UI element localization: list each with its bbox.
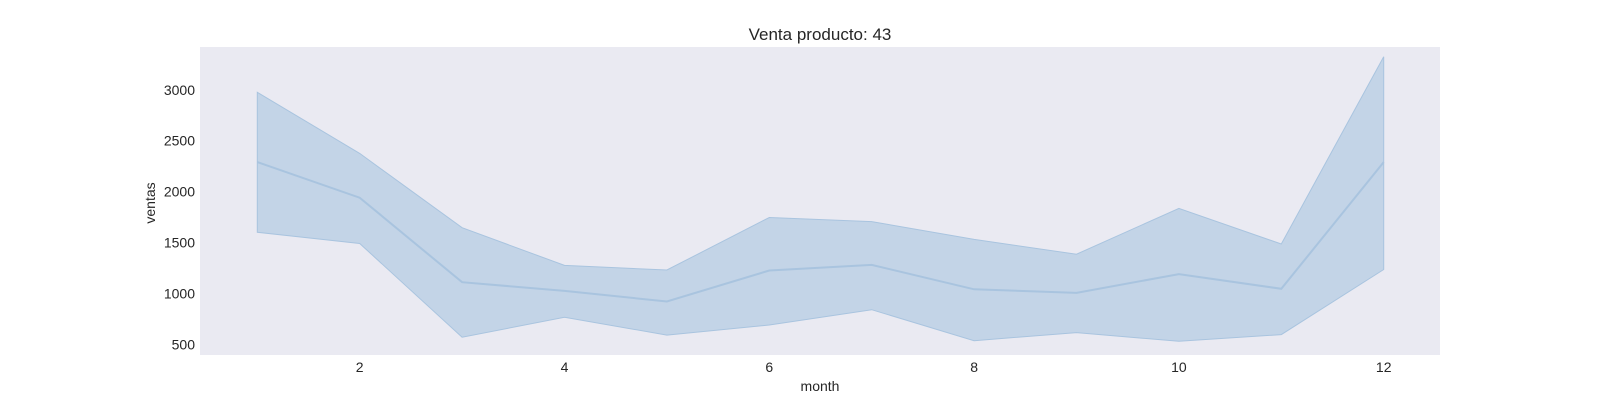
x-tick-label: 10 [1171,359,1187,375]
x-tick-label: 8 [970,359,978,375]
x-tick-label: 12 [1376,359,1392,375]
y-tick-label: 3000 [164,82,195,98]
chart-title: Venta producto: 43 [749,25,892,44]
y-axis-ticks: 500 1000 1500 2000 2500 3000 [164,82,196,352]
x-tick-label: 2 [356,359,364,375]
x-tick-label: 4 [561,359,569,375]
y-tick-label: 2000 [164,184,195,200]
y-tick-label: 1000 [164,285,195,301]
y-tick-label: 2500 [164,133,195,149]
x-axis-label: month [801,378,840,394]
x-tick-label: 6 [765,359,773,375]
x-axis-ticks: 2 4 6 8 10 12 [356,359,1392,375]
confidence-bands [256,56,1385,342]
series-lines [256,161,1385,303]
y-tick-label: 1500 [164,235,195,251]
series-line-0 [256,161,1385,303]
confidence-band-0 [256,56,1385,342]
y-tick-label: 500 [172,336,196,352]
y-axis-label: ventas [142,182,158,223]
